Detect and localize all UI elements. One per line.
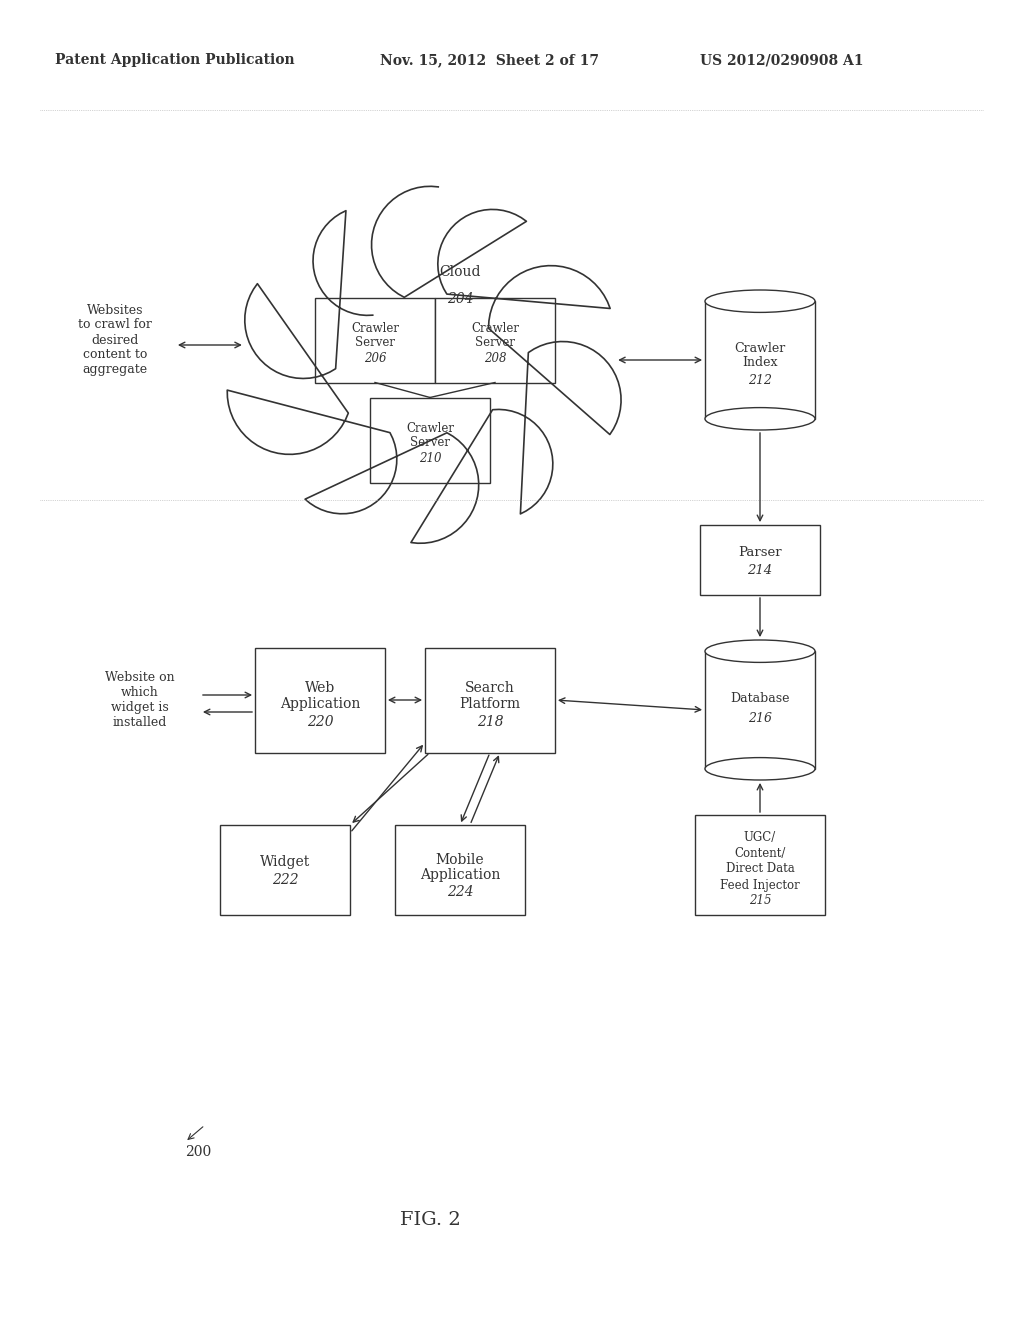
Text: 200: 200 (185, 1144, 211, 1159)
Text: Cloud: Cloud (439, 265, 480, 279)
Text: Web: Web (305, 681, 335, 696)
Text: 222: 222 (271, 873, 298, 887)
Ellipse shape (705, 640, 815, 663)
Text: 224: 224 (446, 884, 473, 899)
Text: 204: 204 (446, 292, 473, 306)
Text: 206: 206 (364, 351, 386, 364)
Text: Nov. 15, 2012  Sheet 2 of 17: Nov. 15, 2012 Sheet 2 of 17 (380, 53, 599, 67)
FancyBboxPatch shape (705, 651, 815, 768)
Ellipse shape (705, 290, 815, 313)
Text: Crawler: Crawler (406, 421, 454, 434)
FancyBboxPatch shape (695, 814, 825, 915)
Text: Server: Server (410, 436, 450, 449)
FancyBboxPatch shape (220, 825, 350, 915)
Text: 210: 210 (419, 451, 441, 465)
FancyBboxPatch shape (395, 825, 525, 915)
Text: Database: Database (730, 692, 790, 705)
Text: Crawler: Crawler (471, 322, 519, 334)
Text: 214: 214 (748, 564, 772, 577)
FancyBboxPatch shape (255, 648, 385, 752)
Text: Server: Server (355, 335, 395, 348)
Text: Websites
to crawl for
desired
content to
aggregate: Websites to crawl for desired content to… (78, 304, 152, 376)
Text: 216: 216 (748, 711, 772, 725)
Text: Direct Data: Direct Data (726, 862, 795, 875)
Text: 212: 212 (748, 374, 772, 387)
Text: FIG. 2: FIG. 2 (399, 1210, 461, 1229)
Text: Content/: Content/ (734, 846, 785, 859)
FancyBboxPatch shape (705, 301, 815, 418)
Text: Application: Application (420, 869, 500, 882)
Text: Feed Injector: Feed Injector (720, 879, 800, 891)
Text: UGC/: UGC/ (743, 830, 776, 843)
Text: 218: 218 (477, 715, 504, 729)
Text: Patent Application Publication: Patent Application Publication (55, 53, 295, 67)
FancyBboxPatch shape (425, 648, 555, 752)
Text: 215: 215 (749, 895, 771, 908)
Text: Widget: Widget (260, 855, 310, 869)
Text: US 2012/0290908 A1: US 2012/0290908 A1 (700, 53, 863, 67)
Text: Crawler: Crawler (351, 322, 399, 334)
Text: Parser: Parser (738, 545, 781, 558)
Text: Server: Server (475, 335, 515, 348)
Text: Crawler: Crawler (734, 342, 785, 355)
Ellipse shape (705, 408, 815, 430)
Text: 220: 220 (306, 715, 334, 729)
FancyBboxPatch shape (315, 297, 435, 383)
FancyBboxPatch shape (435, 297, 555, 383)
Text: Website on
which
widget is
installed: Website on which widget is installed (105, 671, 175, 729)
Text: 208: 208 (483, 351, 506, 364)
FancyBboxPatch shape (700, 525, 820, 595)
Text: Platform: Platform (460, 697, 520, 711)
Text: Mobile: Mobile (435, 853, 484, 867)
Text: Index: Index (742, 356, 778, 370)
Text: Application: Application (280, 697, 360, 711)
Text: Search: Search (465, 681, 515, 696)
FancyBboxPatch shape (370, 397, 490, 483)
Ellipse shape (705, 758, 815, 780)
